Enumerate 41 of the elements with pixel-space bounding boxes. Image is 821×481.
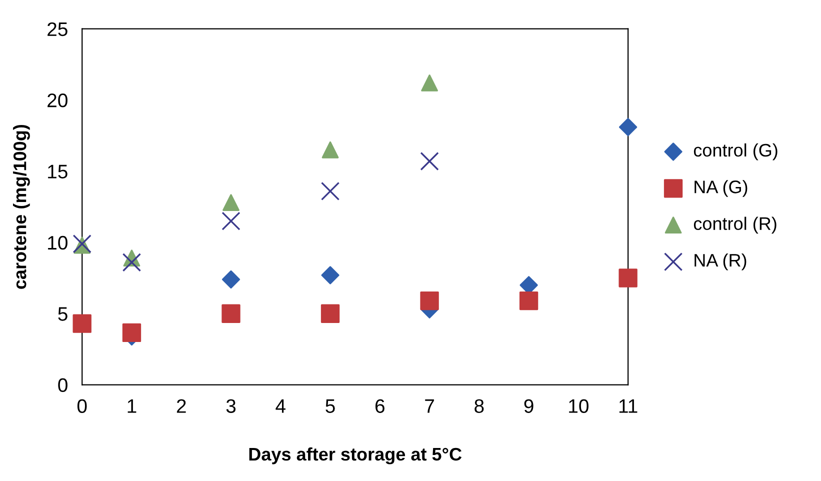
point xyxy=(222,194,240,211)
y-tick-label: 15 xyxy=(48,164,68,178)
x-tick-label: 9 xyxy=(524,399,534,413)
x-tick-label: 0 xyxy=(77,399,87,413)
y-tick-label: 10 xyxy=(48,236,68,250)
x-tick-label: 8 xyxy=(474,399,484,413)
x-tick-label: 5 xyxy=(326,399,335,413)
legend-label: control (G) xyxy=(694,143,778,160)
y-tick-label: 5 xyxy=(58,307,68,321)
point xyxy=(421,74,438,92)
x-tick-label: 11 xyxy=(619,399,638,413)
point xyxy=(222,212,240,230)
point xyxy=(420,291,439,310)
point xyxy=(321,266,340,284)
x-tick-label: 7 xyxy=(425,399,434,413)
point xyxy=(222,304,240,323)
point xyxy=(320,182,340,201)
x-tick-label: 3 xyxy=(226,399,236,413)
point xyxy=(320,304,340,323)
x-tick-label: 4 xyxy=(276,399,286,413)
y-tick-label: 25 xyxy=(48,22,68,36)
point xyxy=(122,253,142,272)
y-tick-label: 20 xyxy=(48,94,68,108)
x-axis-title: Days after storage at 5°C xyxy=(249,447,462,464)
point xyxy=(619,118,638,136)
x-tick-label: 2 xyxy=(176,399,186,413)
x-tick-label: 6 xyxy=(375,399,384,413)
point xyxy=(222,270,240,288)
point xyxy=(618,268,638,288)
point xyxy=(122,323,142,342)
point xyxy=(72,314,92,333)
y-tick-label: 0 xyxy=(58,378,68,392)
x-tick-label: 1 xyxy=(128,399,136,413)
legend-label: NA (R) xyxy=(694,253,746,270)
legend-label: NA (G) xyxy=(694,180,748,197)
y-axis-title: carotene (mg/100g) xyxy=(13,124,30,289)
point xyxy=(519,291,538,310)
point xyxy=(420,152,439,171)
legend-label: control (R) xyxy=(694,216,776,234)
x-tick-label: 10 xyxy=(569,399,588,413)
point xyxy=(322,141,339,158)
